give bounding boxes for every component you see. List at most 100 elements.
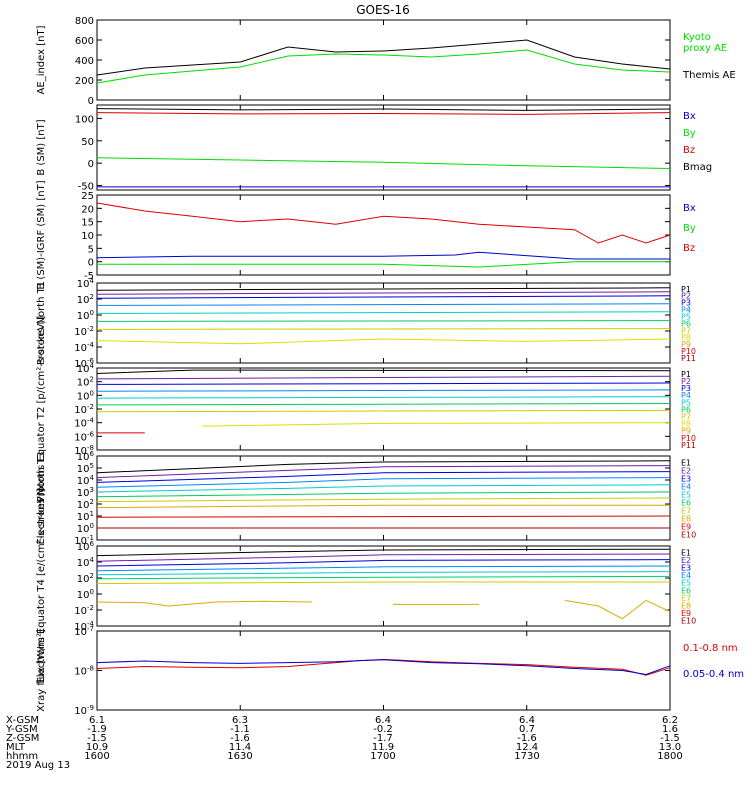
series-0-1-0-8-nm [96,658,671,676]
footer-row-label: hhmm [6,751,38,762]
y-tick-label: 0 [88,96,94,107]
channel-legend-e9: E9 [681,609,691,618]
series-bz [96,202,671,244]
y-tick-label: 104 [77,556,95,569]
channel-legend-p7: P7 [681,413,691,422]
footer-value: 6.3 [232,715,248,726]
series-e6 [96,575,671,580]
series-e3 [96,559,671,567]
series-p8 [96,338,671,345]
footer-row-label: MLT [6,742,26,753]
y-tick-label: 10-2 [74,403,94,416]
footer-value: 12.4 [516,742,538,753]
channel-legend-p9: P9 [681,340,691,349]
series-e2 [96,465,671,479]
channel-legend-p6: P6 [681,319,691,328]
y-tick-label: 800 [75,16,94,27]
series-p3 [96,382,671,385]
y-tick-label: 101 [77,510,94,523]
series-e8c [564,599,671,620]
series-p8 [202,422,671,427]
side-legend-item: 0.05-0.4 nm [683,669,744,680]
side-legend-item: By [683,128,696,139]
series-e3 [96,471,671,483]
channel-legend-p11: P11 [681,354,696,363]
footer-value: -1.9 [87,724,107,735]
series-p4 [96,389,671,392]
series-p3 [96,295,671,299]
y-tick-label: 104 [77,277,95,290]
side-legend-item: proxy AE [683,43,727,54]
footer-value: -1.7 [373,733,393,744]
series-p1 [96,287,671,291]
series-e1 [96,548,671,557]
series-p6 [96,320,671,322]
y-tick-label: 0 [88,258,94,269]
footer-value: 1800 [657,751,682,762]
y-axis-label: Xray flux [W/m²] [36,629,47,712]
series-p2 [96,375,671,380]
y-axis-label: Protons Equator T2 [p/(cm²-s-sr-keV)] [36,316,47,503]
series-bz [96,112,671,115]
y-tick-label: 10-4 [74,417,94,430]
y-tick-label: 102 [77,376,94,389]
y-tick-label: 100 [77,522,94,535]
y-axis-label: B (SM)-IGRF (SM) [nT] [36,180,47,289]
panel-frame [96,19,671,101]
panel-8: 10-7 10-8 10-9 Xray flux [W/m²] 0.1-0.8 nm 0.… [36,625,744,717]
channel-legend-p4: P4 [681,306,691,315]
series-p2 [96,291,671,295]
y-tick-label: 10-4 [74,341,94,354]
footer-value: 1730 [514,751,539,762]
channel-legend-e3: E3 [681,475,691,484]
series-e5 [96,484,671,493]
panel-frame [96,282,671,364]
side-legend-item: 0.1-0.8 nm [683,643,738,654]
series-e7 [96,497,671,503]
side-legend-item: Bz [683,243,695,254]
panel-frame [96,630,671,711]
channel-legend-p6: P6 [681,405,691,414]
channel-legend-e6: E6 [681,499,691,508]
y-tick-label: 10-4 [74,620,94,633]
y-axis-label: Electrons Equator T4 [e/(cm²-s-sr-keV)] [36,488,47,683]
y-tick-label: 10-8 [74,444,94,457]
side-legend-item: Kyoto [683,32,711,43]
footer-value: 11.9 [372,742,394,753]
y-tick-label: 10-2 [74,604,94,617]
series-by [96,157,671,169]
y-tick-label: 10 [81,231,94,242]
y-axis-label: AE_index [nT] [36,25,47,94]
y-tick-label: 10-6 [74,357,94,370]
side-legend-item: Bx [683,111,696,122]
y-tick-label: 20 [81,204,94,215]
channel-legend-p7: P7 [681,326,691,335]
y-axis-label: B (SM) [nT] [36,119,47,175]
footer-value: -0.2 [373,724,393,735]
channel-legend-p3: P3 [681,384,691,393]
footer-value: -1.5 [660,733,680,744]
series-e7 [96,581,670,585]
channel-legend-e9: E9 [681,523,691,532]
footer-value: 0.7 [519,724,535,735]
series-bmag [96,108,671,111]
y-tick-label: 600 [75,36,94,47]
series-p7 [96,409,671,413]
y-tick-label: 102 [77,498,94,511]
side-legend-item: Themis AE [682,70,736,81]
footer-value: 6.1 [89,715,105,726]
series-0-05-0-4-nm [96,659,671,676]
footer-row-label: Y-GSM [5,724,38,735]
footer-value: -1.6 [517,733,537,744]
y-tick-label: 100 [77,389,94,402]
y-tick-label: 0 [88,159,94,170]
y-axis-label: Electrons North T3 [36,451,47,544]
footer-value: 1700 [370,751,395,762]
channel-legend-e10: E10 [681,617,696,626]
series-p7 [96,328,671,330]
